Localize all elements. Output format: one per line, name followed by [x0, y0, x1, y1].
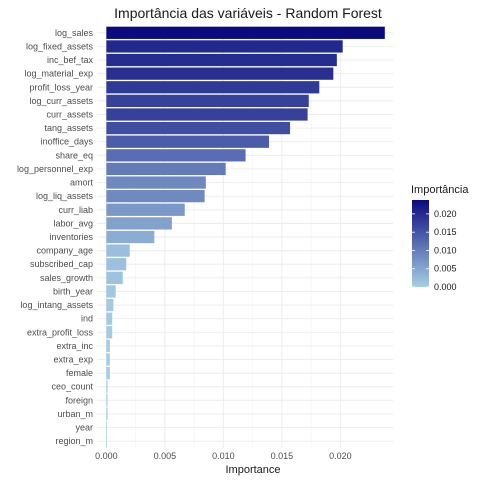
bar-profit_loss_year	[106, 81, 320, 94]
y-tick-label: region_m	[55, 436, 93, 446]
bar-female	[106, 367, 110, 380]
bar-log_intang_assets	[106, 298, 114, 312]
bar-tang_assets	[106, 121, 291, 135]
x-tick-label: 0.000	[95, 451, 118, 461]
y-tick-label: inc_bef_tax	[47, 55, 94, 65]
y-tick-label: inoffice_days	[41, 137, 94, 147]
y-tick-label: log_personnel_exp	[17, 164, 93, 174]
y-tick-label: amort	[70, 178, 94, 188]
x-axis-title: Importance	[225, 464, 280, 476]
y-tick-label: profit_loss_year	[29, 82, 93, 92]
y-tick-label: ind	[81, 314, 93, 324]
bar-log_sales	[106, 26, 385, 39]
bar-subscribed_cap	[106, 258, 127, 271]
bars	[106, 26, 385, 448]
bar-foreign	[106, 394, 108, 407]
bar-sales_growth	[106, 271, 123, 284]
x-tick-label: 0.010	[212, 451, 235, 461]
bar-birth_year	[106, 285, 116, 298]
y-tick-label: log_fixed_assets	[26, 41, 94, 51]
y-tick-label: urban_m	[57, 409, 93, 419]
color-legend: Importância 0.000 0.005 0.010 0.015 0.020	[411, 184, 469, 292]
y-tick-label: ceo_count	[51, 382, 93, 392]
y-tick-label: extra_profit_loss	[27, 327, 94, 337]
bar-extra_profit_loss	[106, 326, 113, 339]
y-tick-label: log_curr_assets	[29, 96, 93, 106]
y-tick-label: share_eq	[55, 150, 93, 160]
bar-company_age	[106, 244, 130, 257]
bar-curr_assets	[106, 108, 308, 121]
x-tick-label: 0.020	[329, 451, 352, 461]
y-tick-label: log_material_exp	[24, 69, 93, 79]
bar-inventories	[106, 230, 155, 244]
y-tick-label: subscribed_cap	[30, 259, 93, 269]
y-tick-label: curr_liab	[58, 205, 93, 215]
y-tick-label: log_liq_assets	[36, 191, 94, 201]
bar-labor_avg	[106, 217, 172, 230]
x-axis-tick-labels: 0.000 0.005 0.010 0.015 0.020	[95, 451, 352, 461]
y-tick-label: female	[66, 368, 93, 378]
bar-urban_m	[106, 407, 108, 421]
bar-amort	[106, 176, 206, 189]
legend-tick-label: 0.010	[434, 245, 457, 255]
y-tick-label: extra_inc	[56, 341, 93, 351]
y-tick-label: tang_assets	[44, 123, 93, 133]
y-tick-label: extra_exp	[53, 355, 93, 365]
bar-year	[106, 421, 107, 434]
legend-tick-label: 0.020	[434, 209, 457, 219]
legend-tick-label: 0.005	[434, 264, 457, 274]
legend-ticks: 0.000 0.005 0.010 0.015 0.020	[412, 209, 457, 292]
bar-share_eq	[106, 149, 246, 162]
bar-curr_liab	[106, 203, 185, 216]
x-tick-label: 0.005	[154, 451, 177, 461]
bar-log_liq_assets	[106, 190, 205, 203]
bar-ceo_count	[106, 380, 108, 393]
y-tick-label: log_sales	[55, 28, 94, 38]
y-tick-label: sales_growth	[40, 273, 93, 283]
y-tick-label: birth_year	[53, 286, 93, 296]
bar-extra_inc	[106, 339, 110, 353]
x-tick-label: 0.015	[271, 451, 294, 461]
y-tick-label: curr_assets	[46, 109, 93, 119]
bar-log_fixed_assets	[106, 40, 343, 53]
bar-log_material_exp	[106, 67, 334, 80]
y-tick-label: labor_avg	[53, 218, 93, 228]
y-tick-label: inventories	[49, 232, 93, 242]
bar-log_personnel_exp	[106, 162, 226, 176]
y-tick-label: foreign	[65, 395, 93, 405]
chart-title: Importância das variáveis - Random Fores…	[114, 5, 382, 21]
legend-title: Importância	[411, 184, 469, 196]
y-tick-label: log_intang_assets	[20, 300, 93, 310]
y-axis-tick-labels: log_sales log_fixed_assets inc_bef_tax log_…	[17, 28, 94, 446]
legend-color-bar	[412, 200, 429, 287]
y-tick-label: year	[75, 423, 93, 433]
bar-region_m	[106, 435, 107, 448]
bar-log_curr_assets	[106, 94, 309, 107]
y-tick-label: company_age	[36, 246, 93, 256]
bar-extra_exp	[106, 353, 110, 366]
legend-tick-label: 0.000	[434, 282, 457, 292]
legend-tick-label: 0.015	[434, 227, 457, 237]
bar-inoffice_days	[106, 135, 269, 148]
bar-inc_bef_tax	[106, 53, 337, 67]
bar-ind	[106, 312, 113, 325]
